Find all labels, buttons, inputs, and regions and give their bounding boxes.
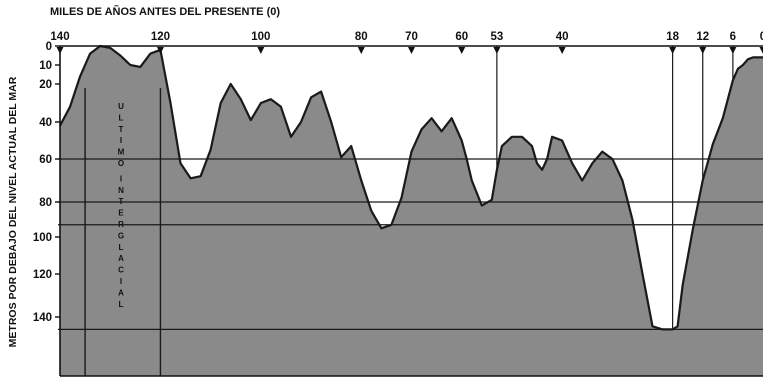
y-tick-label: 140 [33, 312, 52, 324]
x-tick-label: 100 [251, 31, 270, 43]
y-tick-label: 120 [33, 269, 52, 281]
x-tick-marker [493, 47, 501, 54]
x-tick-label: 40 [556, 31, 569, 43]
text-layer: 1401201008070605340181260010204060801001… [7, 31, 763, 347]
y-tick-label: 20 [39, 79, 52, 91]
y-tick-label: 40 [39, 117, 52, 129]
x-tick-label: 70 [405, 31, 418, 43]
x-tick-marker [699, 47, 707, 54]
y-tick-label: 80 [39, 197, 52, 209]
x-tick-label: 18 [666, 31, 679, 43]
area-layer [59, 44, 763, 376]
x-tick-marker [357, 47, 365, 54]
y-axis-label: METROS POR DEBAJO DEL NIVEL ACTUAL DEL M… [7, 76, 19, 347]
x-tick-marker [558, 47, 566, 54]
x-tick-marker [408, 47, 415, 54]
chart-title: MILES DE AÑOS ANTES DEL PRESENTE (0) [50, 5, 280, 18]
x-tick-marker [156, 47, 164, 54]
sea-level-area [60, 46, 763, 376]
y-tick-label: 10 [39, 60, 52, 72]
x-tick-label: 0 [760, 31, 763, 43]
x-tick-marker [759, 47, 763, 54]
x-tick-marker [729, 47, 737, 54]
x-tick-marker [669, 47, 677, 54]
x-tick-label: 60 [455, 31, 468, 43]
x-tick-label: 12 [696, 31, 709, 43]
x-tick-label: 6 [730, 31, 736, 43]
x-tick-marker [257, 47, 265, 54]
x-tick-label: 140 [50, 31, 69, 43]
x-tick-label: 53 [490, 31, 503, 43]
x-tick-marker [458, 47, 466, 54]
x-tick-label: 120 [151, 31, 170, 43]
axes [55, 45, 763, 377]
x-tick-marker [56, 47, 64, 54]
x-tick-label: 80 [355, 31, 368, 43]
y-tick-label: 60 [39, 154, 52, 166]
reference-lines [58, 46, 763, 376]
y-tick-label: 100 [33, 232, 52, 244]
y-tick-label: 0 [46, 41, 52, 53]
